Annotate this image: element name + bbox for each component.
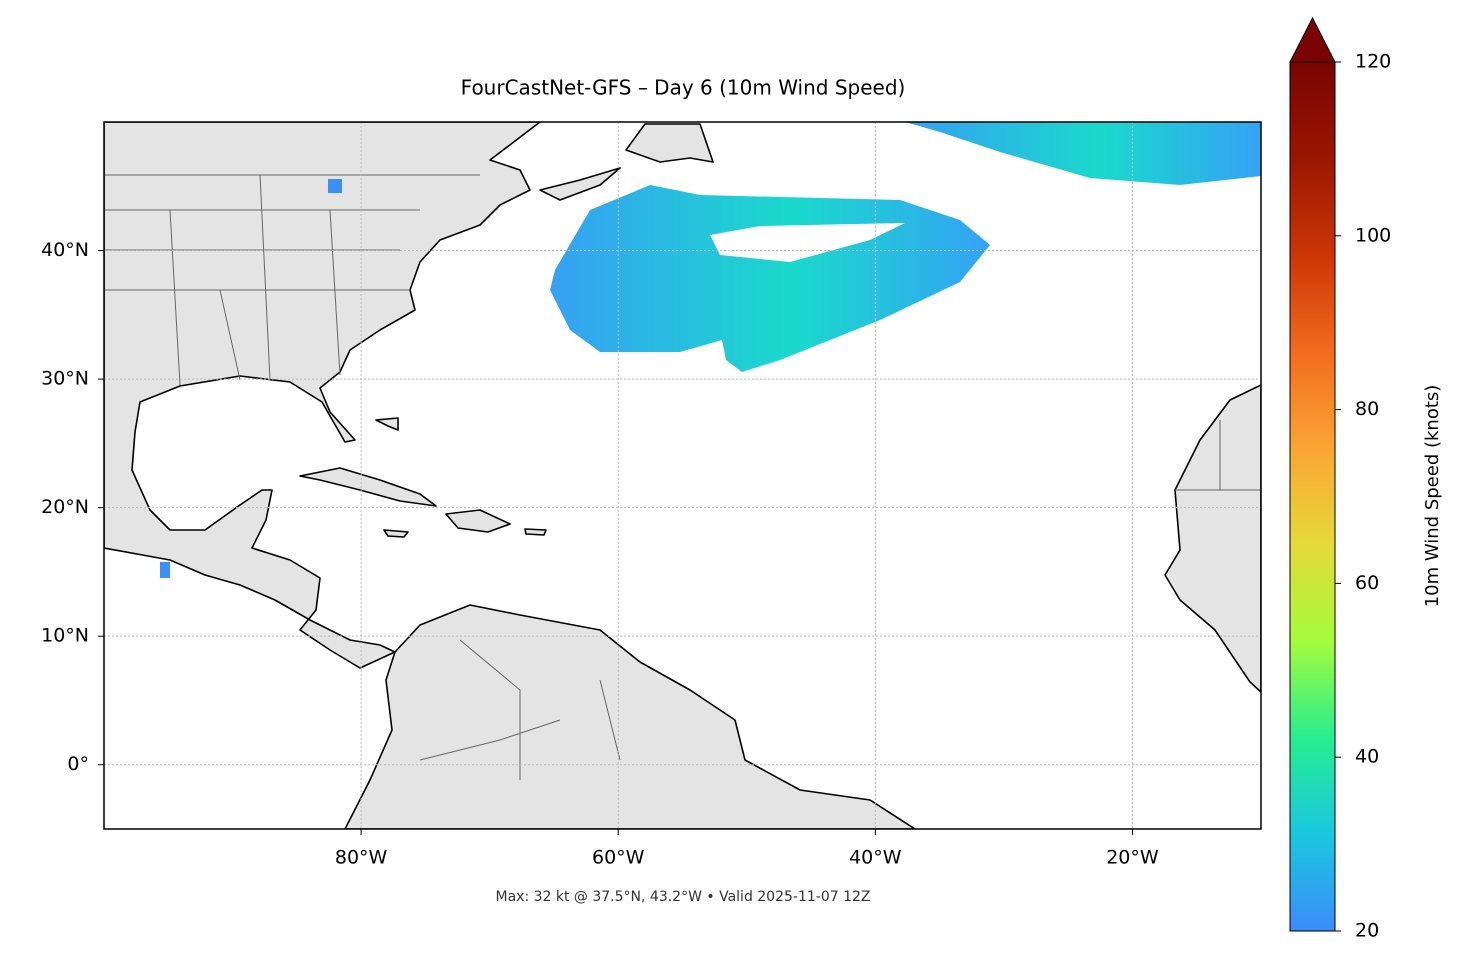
x-tick-label: 40°W xyxy=(849,847,902,869)
nova-scotia xyxy=(539,167,621,201)
colorbar-label: 10m Wind Speed (knots) xyxy=(1422,385,1443,608)
x-tick-label: 60°W xyxy=(592,847,645,869)
bahamas xyxy=(375,417,399,431)
y-tick-label: 40°N xyxy=(41,239,89,261)
y-tick-label: 0° xyxy=(67,753,89,775)
colorbar-tick-label: 20 xyxy=(1355,920,1379,942)
newfoundland xyxy=(625,123,714,163)
map xyxy=(104,122,1261,829)
wind-spot xyxy=(328,179,342,193)
cuba xyxy=(299,467,437,507)
y-tick-label: 20°N xyxy=(41,496,89,518)
y-tick-label: 10°N xyxy=(41,625,89,647)
puerto-rico xyxy=(524,528,547,536)
chart-title: FourCastNet-GFS – Day 6 (10m Wind Speed) xyxy=(461,76,906,100)
map-frame xyxy=(103,121,1262,830)
x-tick-label: 80°W xyxy=(335,847,388,869)
colorbar-tick-label: 120 xyxy=(1355,51,1391,73)
africa xyxy=(1164,384,1261,693)
colorbar-extension xyxy=(1289,16,1336,63)
wind-field xyxy=(905,122,1261,185)
colorbar-tick-label: 100 xyxy=(1355,224,1391,246)
jamaica xyxy=(383,529,409,538)
north-america xyxy=(104,122,541,669)
wind-field xyxy=(550,185,990,372)
colorbar-tick-label: 40 xyxy=(1355,746,1379,768)
colorbar xyxy=(1289,61,1336,932)
hispaniola xyxy=(445,509,511,533)
colorbar-tick-label: 80 xyxy=(1355,398,1379,420)
y-tick-label: 30°N xyxy=(41,368,89,390)
annotation: Max: 32 kt @ 37.5°N, 43.2°W • Valid 2025… xyxy=(496,889,871,905)
colorbar-tick-label: 60 xyxy=(1355,572,1379,594)
south-america xyxy=(344,604,916,829)
wind-spot xyxy=(160,562,170,578)
borders xyxy=(104,174,1261,780)
x-tick-label: 20°W xyxy=(1106,847,1159,869)
